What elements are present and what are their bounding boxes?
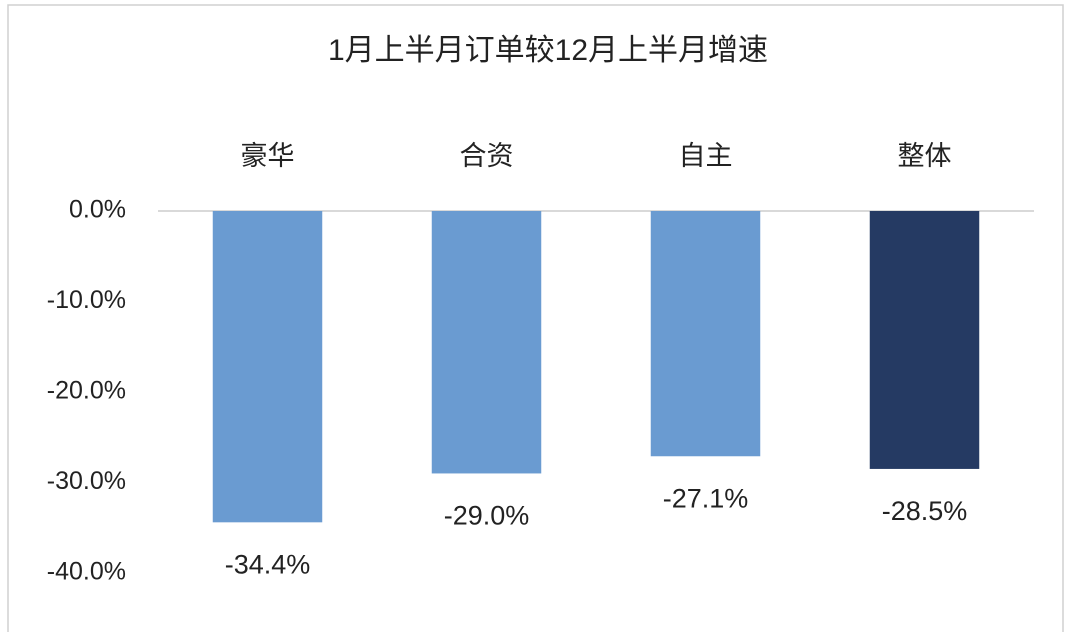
value-label: -29.0% [444,501,530,531]
y-tick-label: -30.0% [47,467,126,495]
bar [869,211,980,469]
bar [431,211,542,474]
y-tick-label: -10.0% [47,286,126,314]
bar [212,211,323,523]
value-label: -28.5% [882,496,968,526]
x-tick-label: 豪华 [241,141,295,171]
value-label: -27.1% [663,483,749,513]
y-tick-label: 0.0% [69,196,126,224]
y-tick-label: -40.0% [47,558,126,586]
x-tick-label: 合资 [460,141,514,171]
x-tick-label: 自主 [679,141,733,171]
bar [650,211,761,457]
chart-title: 1月上半月订单较12月上半月增速 [328,34,768,67]
x-tick-label: 整体 [898,141,952,171]
chart-frame [7,4,1064,632]
y-tick-label: -20.0% [47,377,126,405]
value-label: -34.4% [225,549,311,579]
